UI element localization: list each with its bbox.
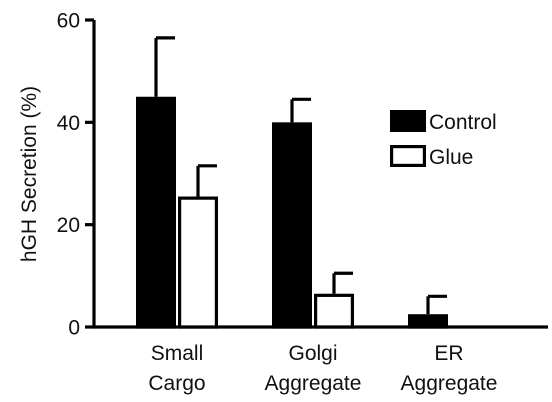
bar-glue (314, 293, 355, 329)
y-axis-label: hGH Secretion (%) (18, 86, 41, 262)
legend: Control Glue (390, 109, 497, 169)
bar-control (136, 96, 177, 329)
y-tick-label: 20 (57, 214, 80, 237)
x-tick-label: Aggregate (265, 372, 362, 395)
x-tick-label: Small (151, 342, 204, 365)
x-tick-label: Golgi (288, 342, 337, 365)
legend-label-control: Control (429, 111, 497, 134)
bars (136, 96, 449, 329)
legend-swatch-control (390, 109, 427, 132)
bar-control (272, 122, 313, 329)
y-axis: 0 20 40 60 (57, 10, 96, 340)
error-bars (154, 36, 447, 315)
x-tick-label: ER (434, 342, 463, 365)
x-tick-label: Aggregate (401, 372, 498, 395)
x-tick-label: Cargo (148, 372, 205, 395)
y-tick-label: 40 (57, 112, 80, 135)
y-tick-label: 0 (68, 317, 80, 340)
y-tick-label: 60 (57, 10, 80, 33)
bar-glue (178, 196, 219, 329)
legend-swatch-glue (390, 145, 427, 168)
category-labels: Small Cargo Golgi Aggregate ER Aggregate (148, 342, 497, 395)
bar-control (408, 314, 449, 329)
legend-label-glue: Glue (429, 146, 473, 169)
